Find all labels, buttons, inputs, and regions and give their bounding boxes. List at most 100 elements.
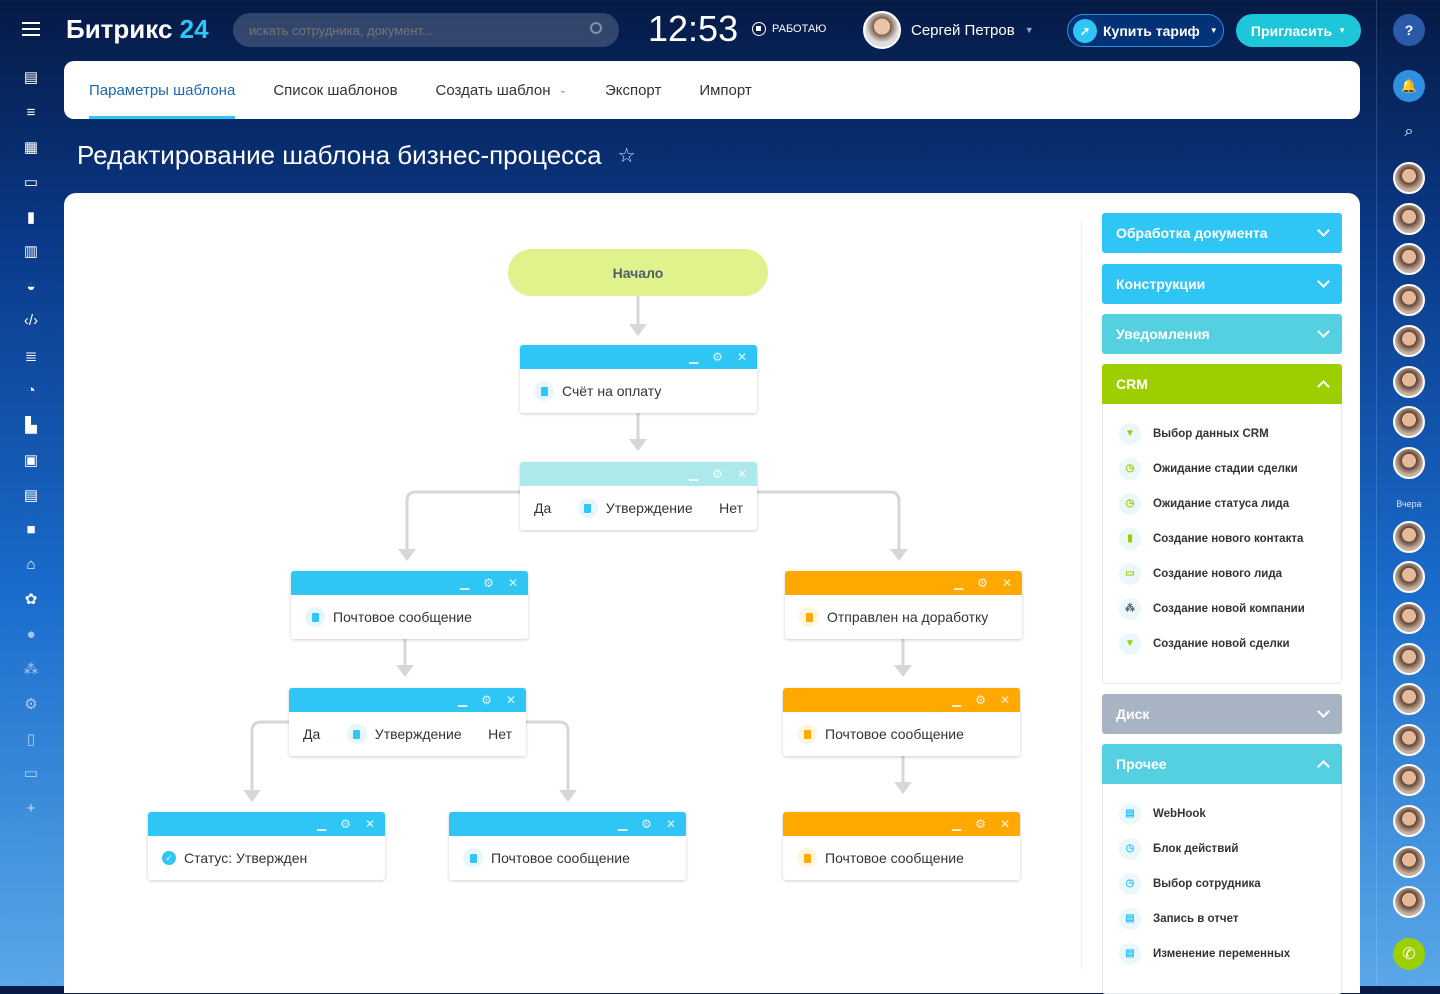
tab-import[interactable]: Импорт [699, 61, 751, 119]
close-icon[interactable]: ✕ [665, 817, 676, 831]
user-menu[interactable]: Сергей Петров ▼ [863, 11, 1034, 49]
bell-icon[interactable]: 🔔 [1393, 70, 1425, 102]
avatar[interactable] [1393, 643, 1425, 675]
help-icon[interactable]: ? [1393, 14, 1425, 46]
avatar[interactable] [1393, 602, 1425, 634]
more-icon[interactable]: ● [26, 625, 36, 643]
section-document-processing[interactable]: Обработка документа [1102, 213, 1342, 253]
apps-icon[interactable]: ▦ [23, 138, 39, 156]
avatar[interactable] [1393, 561, 1425, 593]
list-item[interactable]: ▤ Изменение переменных [1103, 936, 1341, 971]
avatar[interactable] [1393, 406, 1425, 438]
activity-block[interactable]: ▁ ⚙ ✕ Почтовое сообщение [783, 812, 1020, 880]
tab-create-template[interactable]: Создать шаблон ⌄ [436, 61, 567, 119]
feed-icon[interactable]: ▤ [23, 69, 39, 87]
gear-icon[interactable]: ⚙ [481, 693, 492, 707]
close-icon[interactable]: ✕ [736, 467, 747, 481]
reports-icon[interactable]: ▮ [26, 208, 36, 226]
star-icon[interactable]: ☆ [617, 145, 636, 167]
section-misc[interactable]: Прочее [1102, 744, 1342, 784]
settings-icon[interactable]: ⚙ [24, 695, 38, 713]
tab-export[interactable]: Экспорт [605, 61, 661, 119]
search-icon[interactable] [590, 22, 602, 34]
avatar[interactable] [1393, 447, 1425, 479]
close-icon[interactable]: ✕ [364, 817, 375, 831]
close-icon[interactable]: ✕ [505, 693, 516, 707]
bot-icon[interactable]: ◒ [26, 277, 36, 295]
avatar[interactable] [1393, 521, 1425, 553]
list-item[interactable]: ▼ Выбор данных CRM [1103, 416, 1341, 451]
tab-template-list[interactable]: Список шаблонов [273, 61, 397, 119]
video-icon[interactable]: ■ [26, 521, 36, 539]
company-icon[interactable]: ▙ [25, 417, 37, 435]
documents-icon[interactable]: ▤ [23, 486, 39, 504]
gear-icon[interactable]: ⚙ [712, 350, 723, 364]
logo[interactable]: Битрикс 24 [66, 14, 209, 45]
minimize-icon[interactable]: ▁ [951, 693, 962, 707]
activity-block[interactable]: ▁ ⚙ ✕ Отправлен на доработку [785, 571, 1022, 639]
gear-icon[interactable]: ⚙ [712, 467, 723, 481]
tasks-icon[interactable]: ≡ [26, 103, 36, 121]
list-item[interactable]: ▼ Создание новой сделки [1103, 626, 1341, 661]
menu-icon[interactable] [22, 22, 40, 36]
gallery-icon[interactable]: ▣ [23, 452, 39, 470]
minimize-icon[interactable]: ▁ [617, 817, 628, 831]
activity-block[interactable]: ▁ ⚙ ✕ Счёт на оплату [520, 345, 757, 413]
avatar[interactable] [1393, 366, 1425, 398]
list-item[interactable]: ◷ Блок действий [1103, 831, 1341, 866]
gear-icon[interactable]: ⚙ [975, 817, 986, 831]
minimize-icon[interactable]: ▁ [459, 576, 470, 590]
list-item[interactable]: ▭ Создание нового лида [1103, 556, 1341, 591]
close-icon[interactable]: ✕ [999, 817, 1010, 831]
activity-block[interactable]: ▁ ⚙ ✕ ✓ Статус: Утвержден [148, 812, 385, 880]
activity-block[interactable]: ▁ ⚙ ✕ Почтовое сообщение [449, 812, 686, 880]
section-crm[interactable]: CRM [1102, 364, 1342, 404]
code-icon[interactable]: ‹/› [23, 312, 39, 330]
gear-icon[interactable]: ⚙ [340, 817, 351, 831]
gear-icon[interactable]: ⚙ [641, 817, 652, 831]
list-item[interactable]: ◷ Ожидание стадии сделки [1103, 451, 1341, 486]
crm-icon[interactable]: ◔ [26, 382, 36, 400]
store-icon[interactable]: ⌂ [26, 556, 36, 574]
buy-plan-button[interactable]: ➚ Купить тариф ▼ [1067, 14, 1224, 47]
minimize-icon[interactable]: ▁ [688, 467, 699, 481]
minimize-icon[interactable]: ▁ [457, 693, 468, 707]
avatar[interactable] [1393, 805, 1425, 837]
mobile-icon[interactable]: ▯ [26, 730, 36, 748]
avatar[interactable] [1393, 243, 1425, 275]
avatar[interactable] [1393, 764, 1425, 796]
list-item[interactable]: ▤ WebHook [1103, 796, 1341, 831]
avatar[interactable] [1393, 284, 1425, 316]
avatar[interactable] [1393, 203, 1425, 235]
tab-template-params[interactable]: Параметры шаблона [89, 61, 236, 119]
minimize-icon[interactable]: ▁ [951, 817, 962, 831]
calendar-icon[interactable]: ▭ [23, 173, 39, 191]
minimize-icon[interactable]: ▁ [953, 576, 964, 590]
avatar[interactable] [1393, 724, 1425, 756]
minimize-icon[interactable]: ▁ [316, 817, 327, 831]
close-icon[interactable]: ✕ [1001, 576, 1012, 590]
sites-icon[interactable]: ≣ [24, 347, 38, 365]
phone-icon[interactable]: ✆ [1393, 938, 1425, 970]
devices-icon[interactable]: ▭ [23, 765, 39, 783]
close-icon[interactable]: ✕ [999, 693, 1010, 707]
list-item[interactable]: ◷ Ожидание статуса лида [1103, 486, 1341, 521]
activity-block[interactable]: ▁ ⚙ ✕ Почтовое сообщение [783, 688, 1020, 756]
close-icon[interactable]: ✕ [736, 350, 747, 364]
section-disk[interactable]: Диск [1102, 694, 1342, 734]
section-notifications[interactable]: Уведомления [1102, 314, 1342, 354]
gear-icon[interactable]: ⚙ [975, 693, 986, 707]
avatar[interactable] [1393, 683, 1425, 715]
invite-button[interactable]: Пригласить ▼ [1236, 14, 1361, 47]
condition-block[interactable]: ▁ ⚙ ✕ Да Утверждение Нет [289, 688, 526, 756]
knowledge-icon[interactable]: ▥ [23, 243, 39, 261]
start-node[interactable]: Начало [508, 249, 768, 296]
activity-block[interactable]: ▁ ⚙ ✕ Почтовое сообщение [291, 571, 528, 639]
work-status[interactable]: РАБОТАЮ [752, 22, 826, 36]
network-icon[interactable]: ⁂ [23, 660, 39, 678]
condition-block[interactable]: ▁ ⚙ ✕ Да Утверждение Нет [520, 462, 757, 530]
list-item[interactable]: ▮ Создание нового контакта [1103, 521, 1341, 556]
avatar[interactable] [1393, 886, 1425, 918]
minimize-icon[interactable]: ▁ [688, 350, 699, 364]
list-item[interactable]: ▤ Запись в отчет [1103, 901, 1341, 936]
